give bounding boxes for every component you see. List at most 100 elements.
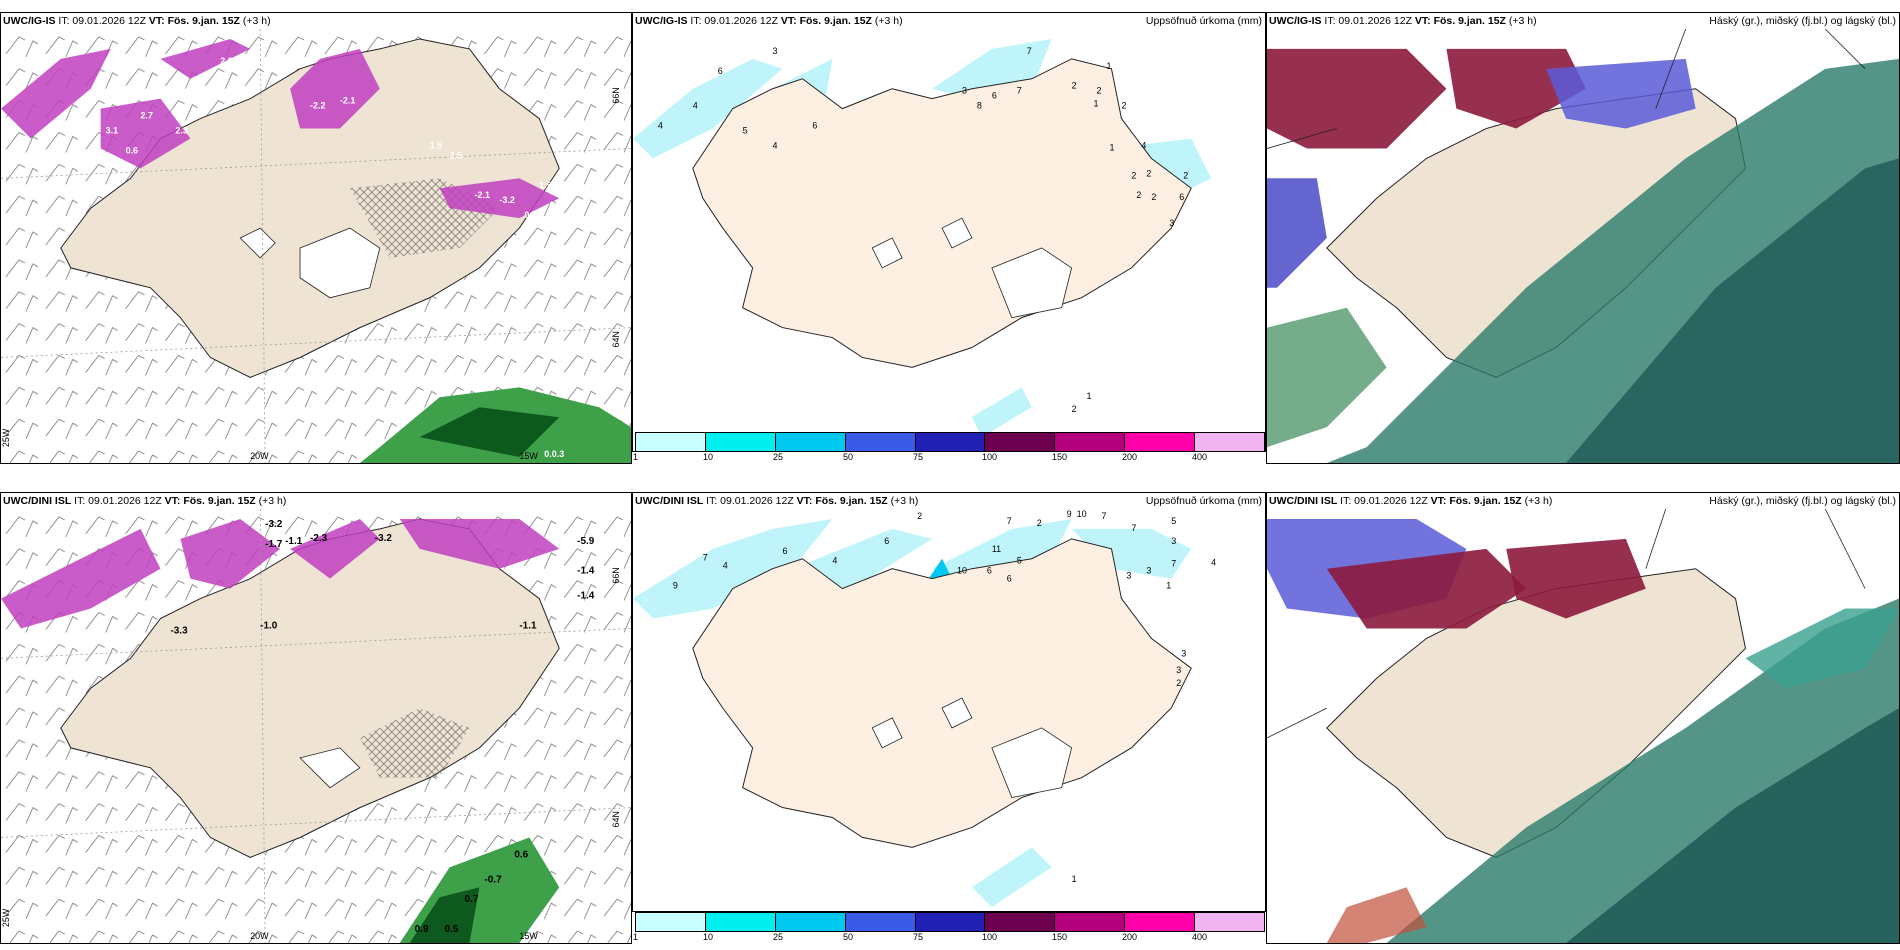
legend-swatch (775, 913, 846, 931)
label: 1.9 (245, 51, 257, 61)
label: 7 (1171, 559, 1176, 569)
label: 4 (1211, 558, 1216, 568)
label: 2 (1072, 404, 1077, 414)
legend-swatch (1055, 433, 1126, 451)
label: 11 (992, 544, 1001, 554)
label: 0.5 (445, 924, 459, 935)
label: 2 (1176, 678, 1181, 688)
label: 0.6 (514, 849, 528, 860)
legend-swatch (915, 433, 986, 451)
label: 10 (1077, 509, 1087, 519)
panel-clouds-dini: UWC/DINI ISL IT: 09.01.2026 12Z VT: Fös.… (1266, 492, 1900, 944)
label: -3.0 (121, 61, 136, 71)
legend-tick: 25 (773, 452, 784, 462)
label: 2 (1072, 81, 1077, 91)
label: 1 (1072, 874, 1077, 884)
panel-header: UWC/DINI ISL IT: 09.01.2026 12Z VT: Fös.… (633, 493, 1265, 509)
iceland-land (692, 58, 1192, 368)
label: -2.2 (310, 101, 325, 111)
panel-header: UWC/DINI ISL IT: 09.01.2026 12Z VT: Fös.… (1267, 493, 1899, 509)
legend-swatch (915, 913, 986, 931)
label: 2 (1121, 101, 1126, 111)
label: 2 (1097, 86, 1102, 96)
label: 3 (1171, 536, 1176, 546)
legend-ticks-top: 1 10 25 50 75 100 150 200 400 (633, 452, 1263, 464)
legend-bar-top (635, 432, 1265, 452)
label: 2 (1136, 190, 1141, 200)
panel-precip-ig: UWC/IG-IS IT: 09.01.2026 12Z VT: Fös. 9.… (632, 12, 1266, 452)
panel-header: UWC/IG-IS IT: 09.01.2026 12Z VT: Fös. 9.… (1, 13, 631, 29)
label: 7 (1027, 46, 1032, 56)
label: -3.3 (170, 625, 188, 636)
label: 2 (1146, 168, 1151, 178)
legend-swatch (845, 913, 916, 931)
label: 5 (1017, 556, 1022, 566)
label: 1.5 (539, 180, 551, 190)
legend-tick: 75 (913, 932, 924, 942)
label: 9 (673, 581, 678, 591)
legend-tick: 75 (913, 452, 924, 462)
label: 4 (773, 140, 778, 150)
label: 3.1 (106, 126, 118, 136)
legend-swatch (1125, 433, 1196, 451)
map-wind-dini: -3.2 -1.1 -2.3 -3.2 -5.9 -1.4 -1.4 -1.1 … (1, 509, 631, 943)
label: -0.7 (484, 874, 502, 885)
label: -2.1 (474, 190, 489, 200)
iceland-land (60, 38, 560, 378)
legend-swatch (845, 433, 916, 451)
label: 6 (992, 91, 997, 101)
legend-tick: 50 (843, 452, 854, 462)
label: 3 (1169, 218, 1174, 228)
legend-tick: 10 (703, 452, 714, 462)
label: 2 (917, 511, 922, 521)
panel-header: UWC/IG-IS IT: 09.01.2026 12Z VT: Fös. 9.… (1267, 13, 1899, 29)
label: 6 (884, 536, 889, 546)
label: 6 (987, 566, 992, 576)
map-clouds-dini (1267, 509, 1899, 943)
label: -5.9 (577, 536, 595, 547)
label: -1.7 (265, 539, 283, 550)
legend-bar-bottom (635, 912, 1265, 932)
label: 4 (832, 556, 837, 566)
legend-tick: 200 (1122, 452, 1138, 462)
legend-tick: 200 (1122, 932, 1138, 942)
panel-header: UWC/IG-IS IT: 09.01.2026 12Z VT: Fös. 9.… (633, 13, 1265, 29)
label: 3 (1176, 665, 1181, 675)
label: 6 (783, 546, 788, 556)
label: -1.1 (285, 536, 303, 547)
legend-swatch (705, 913, 776, 931)
label: 1 (1107, 61, 1112, 71)
label: 7 (1131, 523, 1136, 533)
legend-tick: 400 (1192, 932, 1208, 942)
label: 0.7 (465, 894, 479, 905)
label: 3 (962, 86, 967, 96)
label: -3.2 (265, 519, 283, 530)
label: 3 (1181, 648, 1186, 658)
label: 7 (1007, 516, 1012, 526)
legend-swatch (705, 433, 776, 451)
label: 6 (812, 121, 817, 131)
legend-tick: 400 (1192, 452, 1208, 462)
panel-wind-dini: UWC/DINI ISL IT: 09.01.2026 12Z VT: Fös.… (0, 492, 632, 944)
label: -1.4 (577, 591, 595, 602)
legend-tick: 100 (982, 452, 998, 462)
label: 1 (1109, 142, 1114, 152)
label: 4 (658, 121, 663, 131)
label: 2 (1151, 192, 1156, 202)
label: -3.2 (375, 533, 393, 544)
legend-tick: 1 (633, 932, 639, 942)
label: 5 (743, 126, 748, 136)
label: -2.1 (340, 96, 355, 106)
legend-swatch (1055, 913, 1126, 931)
label: 8 (977, 101, 982, 111)
panel-header: UWC/DINI ISL IT: 09.01.2026 12Z VT: Fös.… (1, 493, 631, 509)
label: 6 (718, 66, 723, 76)
lon-label: 20W (250, 931, 269, 941)
legend-tick: 25 (773, 932, 784, 942)
legend-swatch (985, 433, 1056, 451)
label: 4 (723, 561, 728, 571)
label: 5 (1171, 516, 1176, 526)
label: 9 (1067, 509, 1072, 519)
map-clouds-ig (1267, 29, 1899, 463)
label: 0.9 (415, 924, 429, 935)
